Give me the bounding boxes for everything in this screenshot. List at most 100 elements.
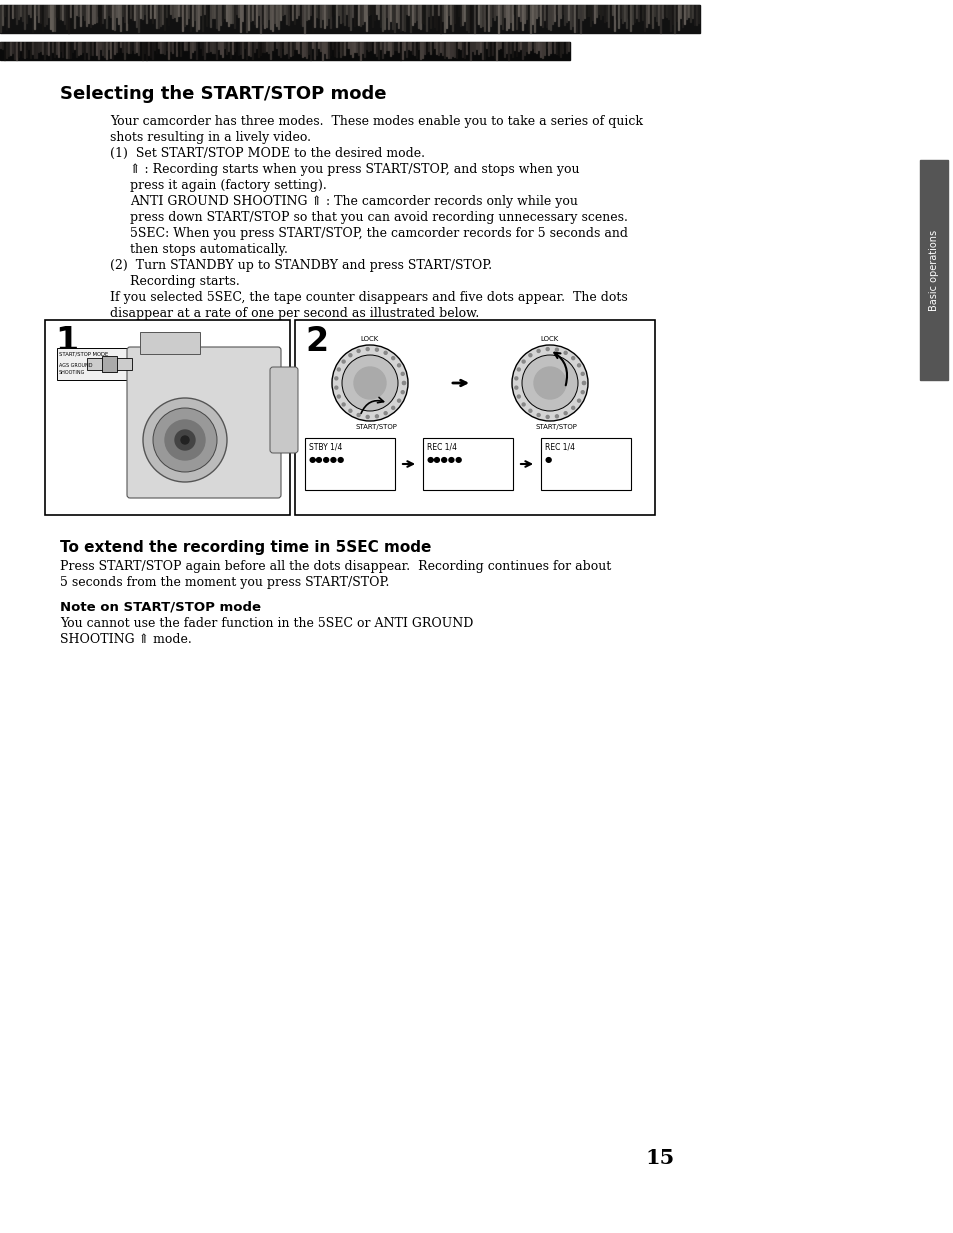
Bar <box>182 42 183 49</box>
Circle shape <box>392 356 395 360</box>
Bar <box>503 5 504 16</box>
Bar <box>175 42 177 55</box>
Bar <box>507 42 509 60</box>
Bar <box>12 5 13 17</box>
Bar <box>322 5 323 18</box>
Bar <box>280 5 281 20</box>
Bar <box>559 5 560 17</box>
Bar <box>153 42 154 49</box>
Bar <box>443 42 444 58</box>
Bar <box>315 42 316 54</box>
Bar <box>370 42 371 51</box>
Bar <box>250 5 251 21</box>
Bar <box>516 42 517 55</box>
Bar <box>328 42 329 58</box>
Bar <box>264 5 265 28</box>
Bar <box>583 5 584 18</box>
Bar <box>552 42 553 49</box>
Bar <box>410 42 411 51</box>
Bar <box>126 5 127 31</box>
Bar <box>399 5 400 31</box>
Bar <box>335 42 336 57</box>
Bar <box>639 5 640 20</box>
Text: Recording starts.: Recording starts. <box>130 275 239 289</box>
Bar <box>240 5 241 32</box>
Bar <box>204 5 205 14</box>
Bar <box>317 5 318 18</box>
Bar <box>352 5 353 16</box>
Bar <box>609 5 610 30</box>
Bar <box>266 42 267 51</box>
Bar <box>71 42 73 53</box>
Circle shape <box>582 381 585 385</box>
Bar <box>257 42 258 57</box>
Bar <box>282 5 283 15</box>
Bar <box>350 5 351 30</box>
Bar <box>280 42 281 57</box>
Bar <box>326 5 327 26</box>
Bar <box>375 42 376 55</box>
Bar <box>48 5 49 17</box>
Bar <box>146 5 147 23</box>
Bar <box>490 42 491 54</box>
Bar <box>50 42 51 59</box>
Bar <box>228 5 229 26</box>
Bar <box>142 5 143 20</box>
Bar <box>676 5 677 21</box>
Bar <box>36 5 37 15</box>
Bar <box>341 42 343 55</box>
Text: Your camcorder has three modes.  These modes enable you to take a series of quic: Your camcorder has three modes. These mo… <box>110 115 642 128</box>
Bar <box>381 42 382 58</box>
Bar <box>116 42 117 53</box>
Bar <box>379 42 380 48</box>
Bar <box>36 42 37 58</box>
Bar <box>175 5 177 21</box>
Bar <box>224 5 225 18</box>
Bar <box>40 5 41 23</box>
Bar <box>596 5 597 17</box>
Bar <box>539 5 540 26</box>
Bar <box>443 5 444 32</box>
Bar <box>62 5 63 21</box>
Bar <box>8 5 9 27</box>
Bar <box>501 5 502 30</box>
Bar <box>292 42 293 54</box>
Bar <box>218 5 219 30</box>
Bar <box>461 5 462 25</box>
Bar <box>164 5 165 30</box>
Bar <box>110 42 111 58</box>
Bar <box>619 5 620 17</box>
Bar <box>88 42 89 59</box>
Bar <box>310 5 311 15</box>
Bar <box>86 42 87 53</box>
Bar <box>156 42 157 53</box>
Bar <box>138 42 139 55</box>
Bar <box>441 42 442 54</box>
Bar <box>530 42 531 51</box>
Bar <box>517 5 518 16</box>
Bar <box>288 5 289 25</box>
Text: (2)  Turn STANDBY up to STANDBY and press START/STOP.: (2) Turn STANDBY up to STANDBY and press… <box>110 259 492 272</box>
Bar <box>128 42 129 53</box>
Bar <box>330 5 331 28</box>
Bar <box>284 42 285 54</box>
Bar <box>146 42 147 60</box>
Bar <box>426 42 427 53</box>
Circle shape <box>534 367 565 399</box>
Bar <box>32 5 33 32</box>
Bar <box>463 5 464 21</box>
Bar <box>10 5 11 32</box>
Bar <box>52 42 53 52</box>
Bar <box>262 5 263 23</box>
Bar <box>406 5 407 14</box>
Bar <box>474 5 475 33</box>
Bar <box>569 5 571 28</box>
Bar <box>395 42 396 49</box>
Bar <box>158 5 159 27</box>
Bar <box>58 42 59 58</box>
Bar <box>527 42 529 53</box>
Bar <box>94 5 95 23</box>
Bar <box>0 5 1 32</box>
Bar <box>120 5 121 31</box>
Bar <box>446 42 447 55</box>
